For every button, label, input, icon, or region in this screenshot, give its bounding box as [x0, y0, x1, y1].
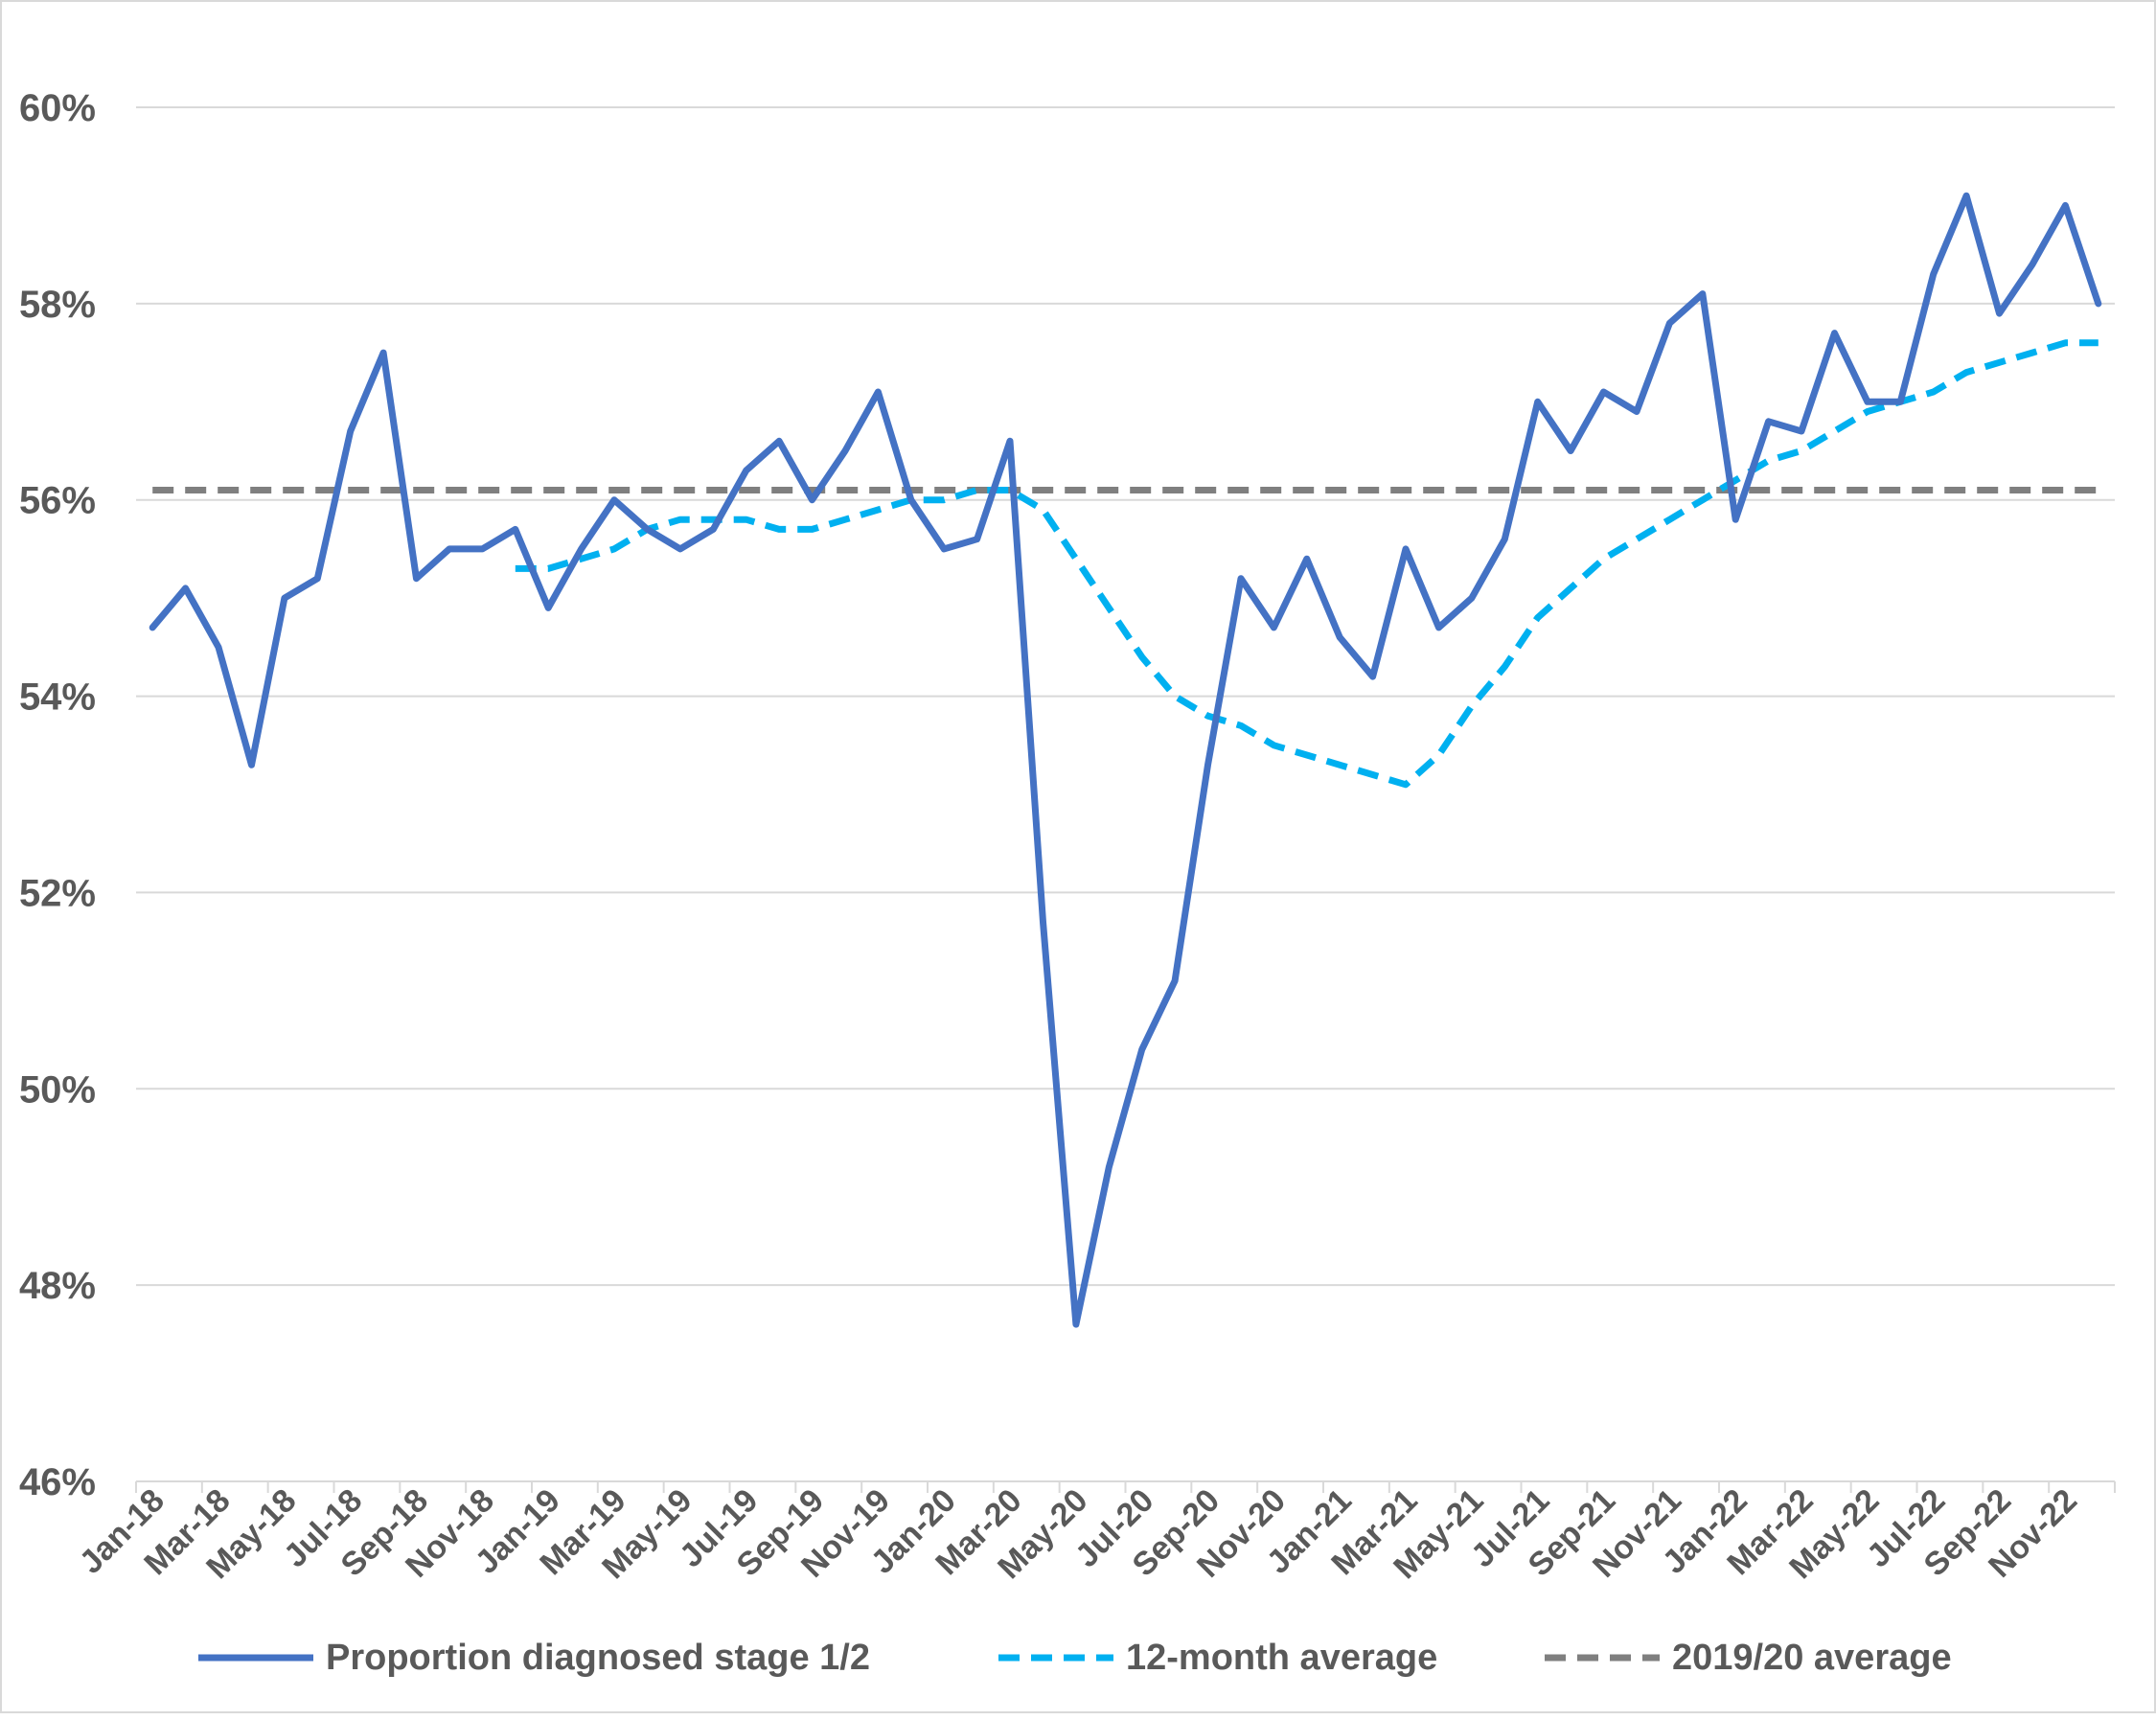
- legend-item: 2019/20 average: [1545, 1638, 1952, 1678]
- gridlines: [136, 106, 2115, 1287]
- x-axis-ticks: Jan-18Mar-18May-18Jul-18Sep-18Nov-18Jan-…: [73, 1482, 2084, 1586]
- y-tick-label: 46%: [19, 1461, 96, 1503]
- legend-label: 2019/20 average: [1672, 1638, 1952, 1678]
- y-tick-label: 56%: [19, 480, 96, 522]
- y-tick-label: 54%: [19, 677, 96, 719]
- series-lines: [149, 192, 2102, 1328]
- legend-item: Proportion diagnosed stage 1/2: [198, 1638, 870, 1678]
- y-tick-label: 60%: [19, 87, 96, 129]
- legend: Proportion diagnosed stage 1/2 12-month a…: [198, 1638, 1952, 1678]
- series-line-proportion-stage-1-2: [149, 192, 2102, 1328]
- series-line-12-month-average: [515, 339, 2099, 789]
- y-tick-label: 58%: [19, 284, 96, 326]
- axes: [135, 1480, 2116, 1493]
- y-tick-label: 52%: [19, 872, 96, 914]
- legend-item: 12-month average: [998, 1638, 1437, 1678]
- legend-label: 12-month average: [1126, 1638, 1437, 1678]
- y-tick-label: 48%: [19, 1265, 96, 1307]
- legend-label: Proportion diagnosed stage 1/2: [326, 1638, 870, 1678]
- y-tick-label: 50%: [19, 1068, 96, 1111]
- y-axis-ticks: 46% 48% 50% 52% 54% 56% 58% 60%: [19, 87, 96, 1503]
